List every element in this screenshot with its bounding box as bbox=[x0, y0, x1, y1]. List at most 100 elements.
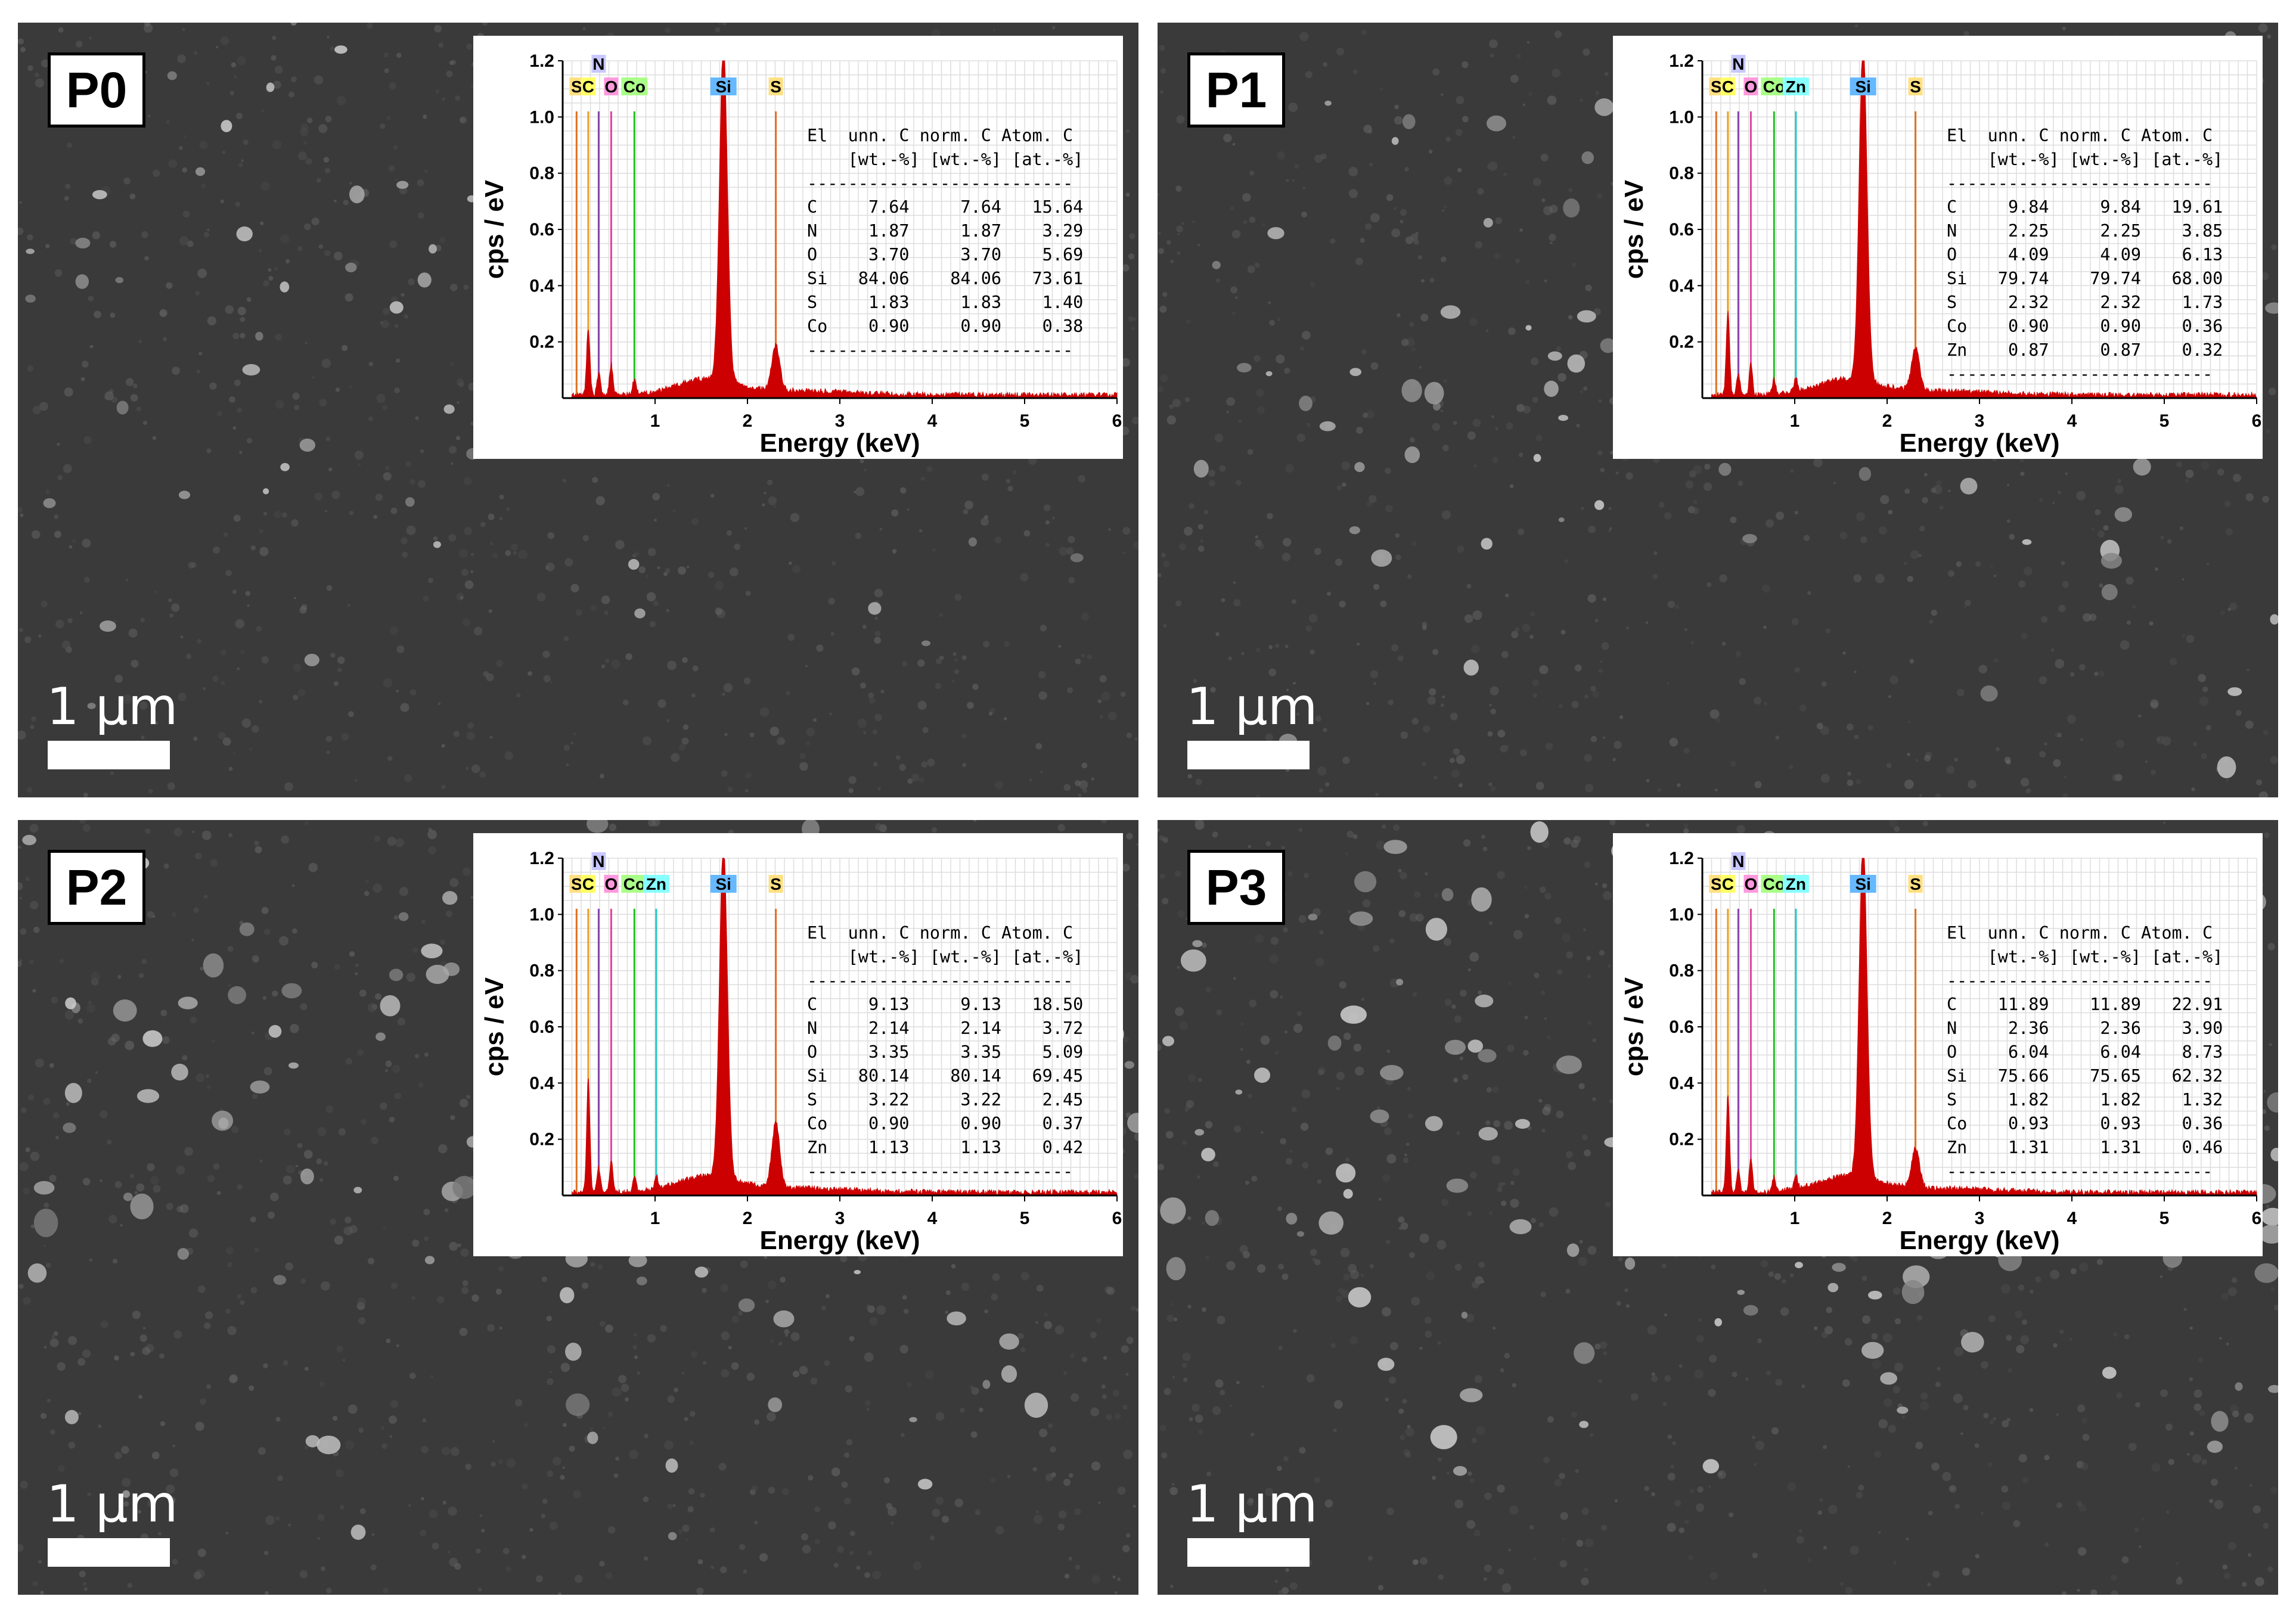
sem-speck bbox=[499, 517, 503, 521]
sem-speck bbox=[2035, 1276, 2041, 1282]
sem-particle bbox=[178, 490, 191, 499]
sem-speck bbox=[1003, 717, 1007, 721]
sem-speck bbox=[325, 1588, 332, 1594]
sem-speck bbox=[381, 1443, 387, 1449]
sem-speck bbox=[684, 1417, 688, 1421]
sem-speck bbox=[193, 1572, 201, 1580]
sem-speck bbox=[20, 513, 24, 517]
sem-speck bbox=[141, 958, 147, 964]
sem-speck bbox=[277, 1475, 283, 1482]
sem-speck bbox=[1407, 574, 1412, 579]
sem-speck bbox=[2263, 1089, 2266, 1093]
sem-speck bbox=[1194, 820, 1204, 826]
sem-speck bbox=[1605, 1201, 1611, 1207]
sem-speck bbox=[139, 1334, 147, 1342]
sem-speck bbox=[2182, 633, 2186, 637]
sem-speck bbox=[1400, 1222, 1408, 1230]
sem-speck bbox=[449, 362, 454, 366]
sem-speck bbox=[1708, 1485, 1711, 1488]
sem-speck bbox=[2021, 1319, 2028, 1325]
sem-speck bbox=[448, 1507, 457, 1516]
x-tick-label: 4 bbox=[2067, 1209, 2077, 1228]
sem-speck bbox=[1552, 69, 1561, 78]
sem-speck bbox=[1707, 582, 1712, 588]
sem-speck bbox=[1469, 1478, 1475, 1483]
sem-speck bbox=[877, 787, 881, 791]
sem-panel-p0: P0 1 µm 1 2 3 4 5 6 0.2 0.4 0.6 0.8 1.0 1.2 Energy (… bbox=[18, 23, 1138, 797]
sem-speck bbox=[1161, 552, 1166, 558]
sem-speck bbox=[1292, 179, 1295, 182]
sem-particle bbox=[1377, 1358, 1395, 1371]
sem-speck bbox=[383, 678, 393, 688]
peak-label-co: Co bbox=[623, 77, 646, 96]
sem-speck bbox=[1554, 1479, 1562, 1487]
sem-speck bbox=[1554, 917, 1562, 924]
sem-speck bbox=[2076, 490, 2086, 501]
sem-speck bbox=[1245, 1181, 1250, 1185]
sem-speck bbox=[332, 1415, 338, 1421]
y-tick-label: 1.0 bbox=[1669, 107, 1694, 127]
sem-speck bbox=[466, 44, 473, 50]
sem-speck bbox=[1473, 1530, 1481, 1537]
sem-speck bbox=[1455, 129, 1463, 136]
sem-speck bbox=[849, 1336, 855, 1341]
sem-particle bbox=[424, 1256, 435, 1265]
sem-speck bbox=[1787, 1482, 1797, 1492]
sem-speck bbox=[1188, 1074, 1196, 1082]
sem-speck bbox=[336, 96, 346, 105]
sem-speck bbox=[319, 1178, 324, 1182]
sem-speck bbox=[1269, 954, 1279, 964]
sem-particle bbox=[1558, 517, 1565, 523]
sem-speck bbox=[1411, 718, 1419, 725]
sem-particle bbox=[349, 185, 365, 204]
sem-speck bbox=[196, 369, 200, 374]
sem-speck bbox=[724, 732, 728, 737]
sem-speck bbox=[1243, 1251, 1250, 1259]
sem-speck bbox=[1422, 625, 1427, 631]
sem-speck bbox=[2187, 1453, 2190, 1456]
sem-speck bbox=[30, 1224, 35, 1229]
sem-speck bbox=[195, 1421, 204, 1431]
peak-label-box bbox=[591, 852, 606, 870]
sem-speck bbox=[1285, 1158, 1293, 1165]
sem-speck bbox=[241, 159, 244, 163]
sem-speck bbox=[710, 1566, 714, 1569]
sem-speck bbox=[1919, 1401, 1929, 1411]
sem-speck bbox=[1764, 701, 1767, 706]
sem-speck bbox=[1169, 404, 1174, 409]
sem-speck bbox=[459, 1327, 468, 1336]
sem-speck bbox=[436, 1296, 445, 1304]
x-tick-label: 2 bbox=[1882, 411, 1892, 431]
x-tick-label: 6 bbox=[2252, 411, 2262, 431]
sem-speck bbox=[1799, 704, 1807, 712]
sem-speck bbox=[238, 163, 243, 167]
sem-speck bbox=[239, 451, 243, 454]
sem-speck bbox=[1948, 489, 1951, 492]
sem-speck bbox=[153, 1185, 161, 1193]
sem-speck bbox=[1129, 233, 1135, 240]
sem-speck bbox=[612, 1387, 622, 1397]
sem-speck bbox=[32, 1580, 38, 1586]
sem-speck bbox=[1847, 1465, 1850, 1468]
sem-speck bbox=[1456, 96, 1465, 105]
sem-speck bbox=[424, 1236, 429, 1241]
sem-speck bbox=[1400, 872, 1407, 880]
sem-speck bbox=[201, 183, 206, 188]
sem-speck bbox=[1466, 583, 1472, 589]
sem-speck bbox=[1082, 788, 1087, 793]
sem-speck bbox=[1842, 651, 1846, 655]
sem-particle bbox=[2207, 1440, 2223, 1453]
sem-speck bbox=[1855, 779, 1861, 785]
peak-label-si: Si bbox=[715, 875, 731, 893]
sem-speck bbox=[2189, 1431, 2194, 1436]
sem-speck bbox=[428, 846, 436, 855]
sem-particle bbox=[171, 1063, 188, 1081]
sem-speck bbox=[506, 1458, 516, 1468]
sem-particle bbox=[405, 497, 415, 507]
sem-speck bbox=[247, 604, 250, 607]
sem-speck bbox=[249, 747, 253, 751]
sem-speck bbox=[252, 725, 259, 733]
sem-speck bbox=[1600, 660, 1603, 663]
sem-speck bbox=[1314, 154, 1323, 163]
sem-speck bbox=[502, 1548, 510, 1555]
